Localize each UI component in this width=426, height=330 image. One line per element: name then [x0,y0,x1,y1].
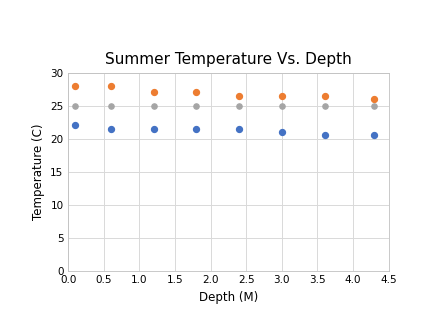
July [72,83,79,88]
June [193,126,199,131]
June [370,133,377,138]
June [278,129,285,135]
X-axis label: Depth (M): Depth (M) [199,291,257,304]
August [193,103,199,108]
July [320,93,327,98]
July [150,90,157,95]
June [72,123,79,128]
August [107,103,114,108]
July [193,90,199,95]
July [370,96,377,102]
June [107,126,114,131]
August [150,103,157,108]
July [235,93,242,98]
Y-axis label: Temperature (C): Temperature (C) [32,123,45,220]
August [370,103,377,108]
July [107,83,114,88]
Title: Summer Temperature Vs. Depth: Summer Temperature Vs. Depth [105,52,351,67]
August [235,103,242,108]
June [320,133,327,138]
August [72,103,79,108]
June [150,126,157,131]
June [235,126,242,131]
July [278,93,285,98]
August [320,103,327,108]
August [278,103,285,108]
